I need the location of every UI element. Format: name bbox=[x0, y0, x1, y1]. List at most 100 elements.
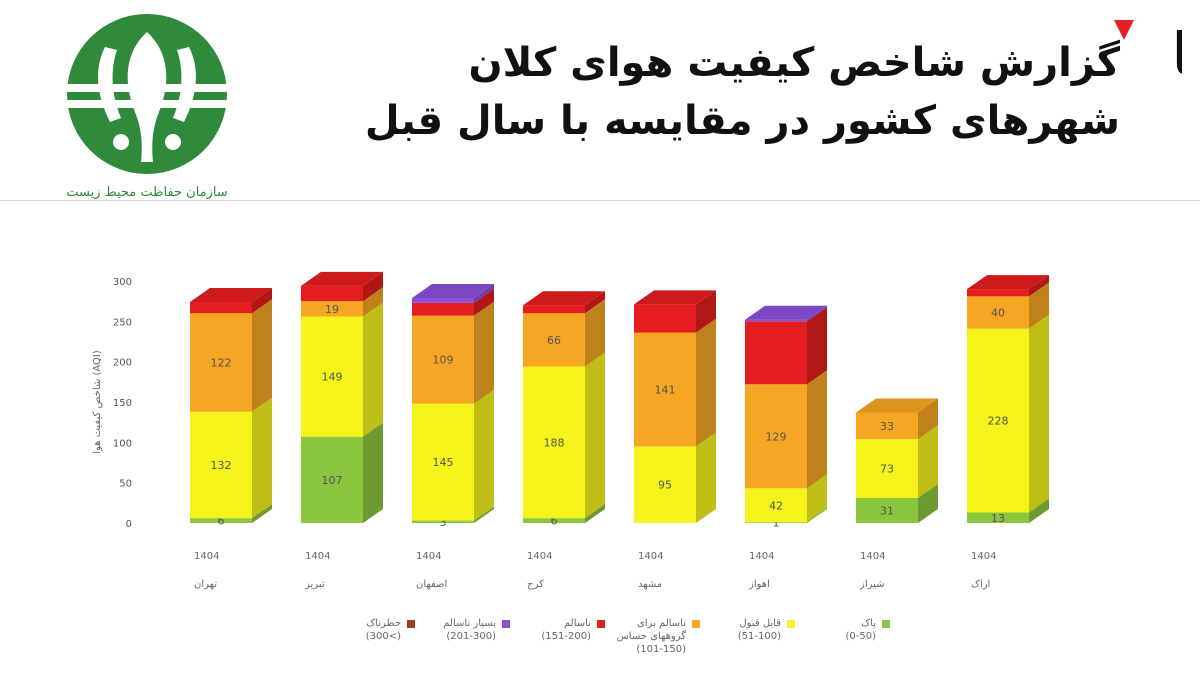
bar-segment bbox=[301, 316, 363, 437]
y-tick-label: 200 bbox=[113, 358, 132, 369]
bar-segment bbox=[967, 512, 1029, 523]
bar-value-label: 73 bbox=[880, 463, 894, 476]
bar-segment bbox=[190, 518, 252, 523]
bar-segment bbox=[190, 411, 252, 519]
bar-segment bbox=[745, 321, 807, 385]
bar-value-label: 13 bbox=[991, 512, 1005, 525]
bar-segment-side bbox=[474, 389, 494, 521]
title-line-1: گزارش شاخص کیفیت هوای کلان bbox=[468, 40, 1120, 86]
bar-segment-side bbox=[807, 307, 827, 385]
y-tick-label: 300 bbox=[113, 277, 132, 288]
bar-segment-side bbox=[474, 283, 494, 303]
bar-segment-side bbox=[696, 432, 716, 523]
bar-value-label: 109 bbox=[433, 354, 454, 367]
bar-segment bbox=[967, 296, 1029, 329]
bar-segment-side bbox=[252, 299, 272, 412]
bar-top bbox=[745, 305, 827, 320]
bar-value-label: 95 bbox=[658, 479, 672, 492]
bar-segment-side bbox=[696, 318, 716, 447]
bar-segment bbox=[301, 436, 363, 523]
bar-value-label: 6 bbox=[218, 515, 225, 528]
bar-segment bbox=[412, 520, 474, 523]
legend-item: بسیار ناسالم (201-300) bbox=[416, 617, 496, 643]
bar-segment-side bbox=[252, 287, 272, 314]
bar-segment-side bbox=[1029, 275, 1049, 297]
bar-segment bbox=[856, 439, 918, 498]
bar-segment bbox=[745, 384, 807, 489]
bar-segment-side bbox=[585, 291, 605, 314]
legend-swatch bbox=[502, 620, 510, 628]
bar-value-label: 107 bbox=[322, 474, 343, 487]
category-year-label: 1404 bbox=[749, 551, 774, 562]
bar-value-label: 141 bbox=[655, 383, 676, 396]
bar-segment-side bbox=[807, 305, 827, 322]
bar-segment-side bbox=[1029, 314, 1049, 513]
bar-value-label: 42 bbox=[769, 499, 783, 512]
bar-value-label: 188 bbox=[544, 436, 565, 449]
bar-segment-side bbox=[585, 504, 605, 523]
brand-logo-icon: رکنا bbox=[1114, 20, 1182, 88]
legend-series-name: خطرناک bbox=[366, 618, 401, 629]
legend-series-range: (201-300) bbox=[446, 631, 496, 642]
chart-legend: پاک (0-50) قابل قبول (51-100) ناسالم برای گر… bbox=[330, 617, 890, 667]
bar-segment bbox=[523, 366, 585, 519]
category-city-label: اهواز bbox=[748, 579, 770, 590]
category-city-label: اصفهان bbox=[416, 579, 447, 590]
bar-segment-side bbox=[585, 299, 605, 367]
legend-swatch bbox=[882, 620, 890, 628]
bar-segment-side bbox=[918, 398, 938, 440]
legend-item: خطرناک (>300) bbox=[321, 617, 401, 643]
bar-value-label: 145 bbox=[433, 456, 454, 469]
bar-segment-side bbox=[807, 508, 827, 523]
bar-segment bbox=[523, 518, 585, 523]
y-tick-label: 50 bbox=[119, 479, 132, 490]
bar-segment bbox=[523, 305, 585, 314]
category-city-label: کرج bbox=[527, 579, 544, 590]
legend-swatch bbox=[597, 620, 605, 628]
page-title: گزارش شاخص کیفیت هوای کلان شهرهای کشور د… bbox=[360, 34, 1120, 150]
bar-top bbox=[634, 290, 716, 305]
legend-series-name: ناسالم bbox=[564, 618, 591, 629]
category-year-label: 1404 bbox=[860, 551, 885, 562]
bar-segment-side bbox=[363, 302, 383, 437]
category-city-label: اراک bbox=[971, 579, 990, 590]
chart-panel: 0 50 100 150 200 250 300 شاخص کیفیت هوا (AQI) 6 1… bbox=[0, 200, 1200, 673]
bar-segment bbox=[634, 304, 696, 333]
bar-value-label: 1 bbox=[773, 517, 780, 530]
bar-segment bbox=[190, 301, 252, 314]
bar-segment-side bbox=[1029, 282, 1049, 329]
legend-item: ناسالم (151-200) bbox=[511, 617, 591, 643]
bar-segment-side bbox=[918, 425, 938, 498]
bar-value-label: 129 bbox=[766, 430, 787, 443]
category-city-label: مشهد bbox=[638, 579, 662, 590]
category-year-label: 1404 bbox=[416, 551, 441, 562]
legend-series-range: (>300) bbox=[365, 631, 401, 642]
bar-value-label: 228 bbox=[988, 415, 1009, 428]
bar-value-label: 6 bbox=[551, 515, 558, 528]
legend-series-range: (151-200) bbox=[541, 631, 591, 642]
bar-segment bbox=[412, 302, 474, 316]
category-year-label: 1404 bbox=[305, 551, 330, 562]
legend-item: ناسالم برای گروههای حساس (101-150) bbox=[606, 617, 686, 656]
bar-segment bbox=[523, 313, 585, 367]
legend-series-range: (101-150) bbox=[636, 644, 686, 655]
bar-segment-side bbox=[1029, 498, 1049, 523]
bar-value-label: 132 bbox=[211, 459, 232, 472]
bar-segment bbox=[412, 297, 474, 303]
bar-segment bbox=[301, 301, 363, 317]
legend-series-name: قابل قبول bbox=[739, 618, 781, 629]
bar-top bbox=[523, 291, 605, 306]
bar-segment-side bbox=[363, 271, 383, 302]
bar-segment bbox=[745, 319, 807, 322]
page-header: سازمان حفاظت محیط زیست گزارش شاخص کیفیت … bbox=[0, 0, 1200, 200]
legend-item: پاک (0-50) bbox=[796, 617, 876, 643]
title-line-2: شهرهای کشور در مقایسه با سال قبل bbox=[364, 98, 1120, 144]
bar-value-label: 31 bbox=[880, 504, 894, 517]
stacked-bar-chart: 0 50 100 150 200 250 300 شاخص کیفیت هوا (AQI) 6 1… bbox=[92, 271, 1049, 590]
bar-top bbox=[190, 287, 272, 302]
bar-top bbox=[301, 271, 383, 286]
category-year-label: 1404 bbox=[527, 551, 552, 562]
bar-value-label: 33 bbox=[880, 420, 894, 433]
bar-value-label: 66 bbox=[547, 334, 561, 347]
bar-segment-side bbox=[363, 287, 383, 317]
